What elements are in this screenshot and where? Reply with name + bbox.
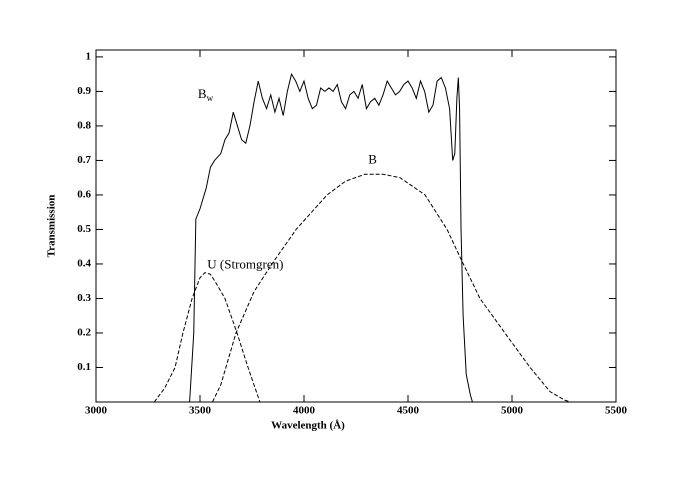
annotation: Bw bbox=[198, 86, 214, 103]
annotation: U (Stromgren) bbox=[207, 257, 283, 272]
y-tick-label: 0.6 bbox=[77, 188, 91, 200]
y-tick-label: 0.2 bbox=[77, 327, 91, 339]
y-tick-label: 0.8 bbox=[77, 119, 91, 131]
series-line bbox=[153, 272, 261, 403]
y-tick-label: 0.3 bbox=[77, 292, 91, 304]
x-tick-label: 5000 bbox=[501, 405, 524, 417]
y-tick-label: 0.9 bbox=[77, 85, 91, 97]
series-line bbox=[212, 173, 571, 403]
y-axis-label: Transmission bbox=[46, 195, 58, 258]
x-tick-label: 3000 bbox=[85, 405, 108, 417]
annotation-text: B bbox=[368, 151, 377, 166]
y-tick-label: 1 bbox=[86, 50, 92, 62]
x-tick-label: 4000 bbox=[293, 405, 316, 417]
x-tick-label: 4500 bbox=[397, 405, 420, 417]
plot-frame bbox=[95, 49, 617, 403]
y-tick-label: 0.4 bbox=[77, 257, 91, 269]
x-axis-label: Wavelength (Å) bbox=[271, 420, 345, 432]
y-tick-label: 0.5 bbox=[77, 223, 91, 235]
annotation: B bbox=[368, 151, 377, 166]
x-tick-label: 3500 bbox=[189, 405, 212, 417]
annotation-subscript: w bbox=[207, 93, 214, 103]
annotation-text: B bbox=[198, 86, 207, 101]
x-tick-label: 5500 bbox=[605, 405, 628, 417]
y-tick-label: 0.7 bbox=[77, 154, 91, 166]
annotation-text: U (Stromgren) bbox=[207, 257, 283, 272]
y-tick-label: 0.1 bbox=[77, 361, 91, 373]
series-line bbox=[189, 72, 473, 403]
